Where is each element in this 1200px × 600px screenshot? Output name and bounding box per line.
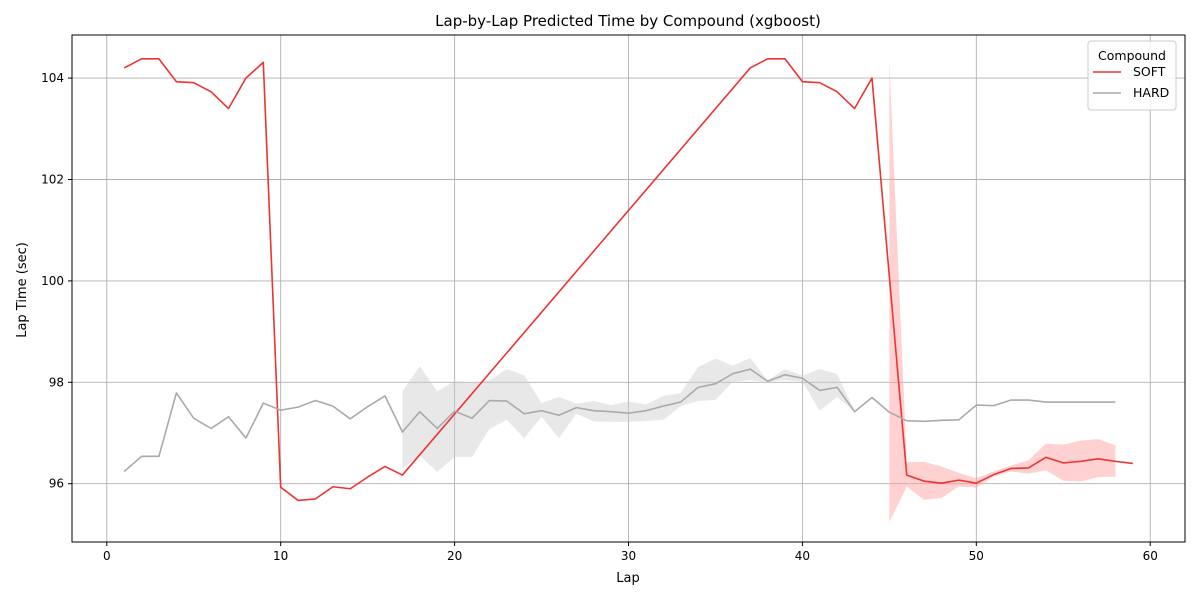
chart-title: Lap-by-Lap Predicted Time by Compound (x… bbox=[435, 12, 821, 30]
hard-confidence-band bbox=[402, 357, 855, 473]
hard-legend-label: HARD bbox=[1133, 85, 1169, 100]
x-tick-label: 0 bbox=[103, 549, 111, 563]
x-tick-label: 60 bbox=[1143, 549, 1158, 563]
confidence-bands bbox=[402, 62, 1116, 522]
legend: Compound SOFT HARD bbox=[1087, 40, 1177, 111]
x-tick-label: 30 bbox=[621, 549, 636, 563]
grid-lines bbox=[72, 35, 1185, 542]
y-tick-label: 100 bbox=[41, 274, 64, 288]
y-tick-label: 104 bbox=[41, 71, 64, 85]
y-tick-label: 102 bbox=[41, 172, 64, 186]
x-tick-label: 10 bbox=[273, 549, 288, 563]
y-axis-label: Lap Time (sec) bbox=[15, 242, 30, 338]
hard-series-line bbox=[123, 368, 1116, 473]
series-lines bbox=[123, 58, 1133, 502]
x-tick-label: 20 bbox=[447, 549, 462, 563]
y-axis-ticks: 96 98 100 102 104 bbox=[41, 71, 72, 491]
x-axis-label: Lap bbox=[616, 571, 639, 586]
soft-series-line bbox=[123, 58, 1133, 502]
legend-entries: SOFT HARD bbox=[1093, 64, 1169, 100]
y-tick-label: 96 bbox=[49, 477, 64, 491]
x-axis-ticks: 0 10 20 30 40 50 60 bbox=[103, 542, 1158, 563]
soft-confidence-band bbox=[889, 62, 1116, 522]
soft-legend-label: SOFT bbox=[1133, 64, 1166, 79]
x-tick-label: 50 bbox=[969, 549, 984, 563]
legend-title: Compound bbox=[1098, 48, 1166, 63]
y-tick-label: 98 bbox=[49, 375, 64, 389]
x-tick-label: 40 bbox=[795, 549, 810, 563]
